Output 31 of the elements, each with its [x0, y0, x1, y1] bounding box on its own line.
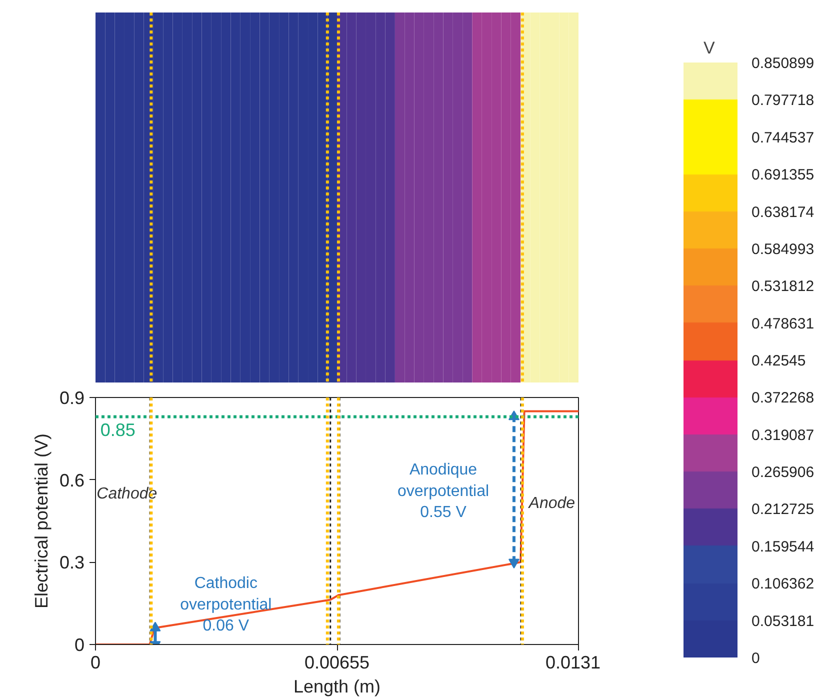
- annotation: Anodique overpotential 0.55 V: [397, 462, 490, 522]
- x-tick-label: 0.00655: [304, 652, 370, 672]
- annotation: Cathode: [96, 485, 158, 502]
- y-axis-title: Electrical potential (V): [31, 433, 52, 609]
- annotation: 0.85: [100, 420, 136, 440]
- y-tick-label: 0.3: [59, 552, 85, 573]
- color-bar-label: 0.850899: [752, 55, 814, 72]
- color-bar-label: 0.744537: [752, 129, 814, 146]
- color-bar-label: 0.265906: [752, 464, 814, 482]
- color-bar-label: 0.531812: [752, 278, 814, 296]
- color-bar-label: 0.691355: [752, 166, 814, 184]
- x-tick-label: 0: [90, 652, 101, 672]
- y-tick-label: 0.6: [59, 470, 85, 490]
- color-bar-label: 0.106362: [752, 576, 814, 593]
- y-tick-label: 0.9: [59, 388, 85, 408]
- color-bar-label: 0.584993: [752, 240, 814, 258]
- annotation: Anode: [528, 495, 576, 512]
- x-axis-title: Length (m): [293, 676, 381, 696]
- color-bar-label: 0.797718: [752, 92, 814, 110]
- color-bar-label: 0.478631: [752, 315, 814, 332]
- color-bar-label: 0.42545: [752, 352, 806, 370]
- color-bar-title: V: [704, 38, 716, 58]
- color-bar-label: 0.159544: [752, 538, 814, 556]
- color-bar-label: 0.319087: [752, 426, 814, 444]
- color-bar-label: 0.638174: [752, 204, 814, 221]
- color-bar-label: 0.212725: [752, 501, 814, 518]
- x-tick-label: 0.0131: [545, 652, 601, 672]
- annotation: Cathodic overpotential 0.06 V: [180, 575, 272, 635]
- color-bar-label: 0.053181: [752, 612, 814, 630]
- color-bar-label: 0.372268: [752, 390, 814, 407]
- y-tick-label: 0: [74, 635, 85, 655]
